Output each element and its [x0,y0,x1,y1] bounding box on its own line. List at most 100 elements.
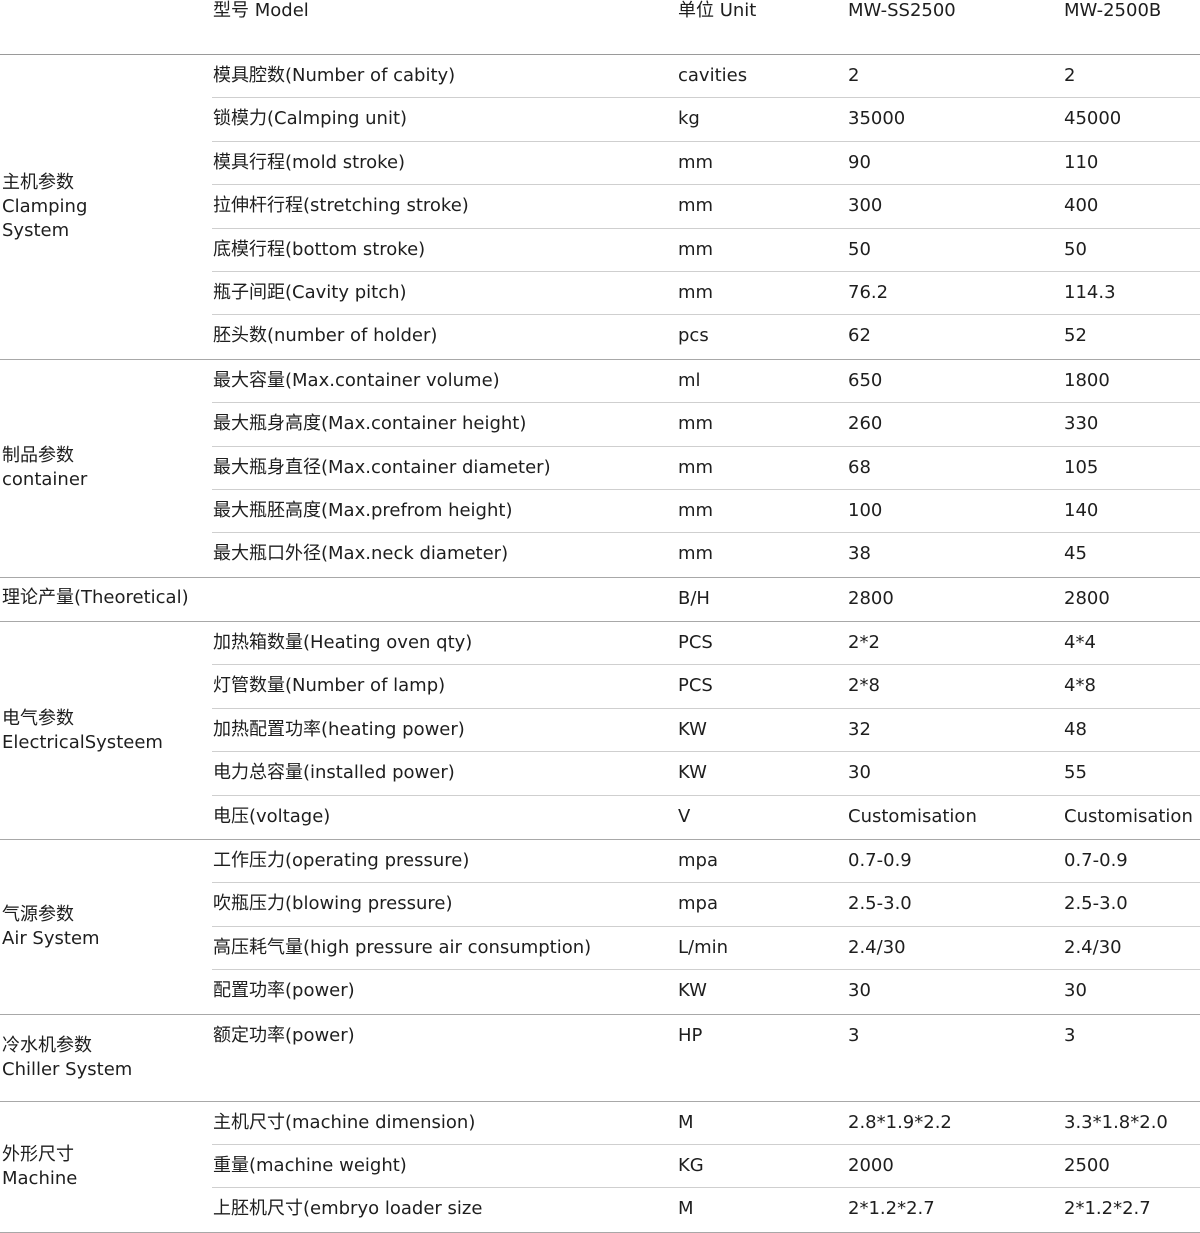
spec-group: 制品参数 container 最大容量(Max.container volume) m… [0,360,1200,578]
value-mw-2500b: 1800 [1064,369,1110,391]
value-mw-2500b: 400 [1064,195,1099,217]
value-mw-2500b: 55 [1064,762,1087,784]
param-name: 灯管数量(Number of lamp) [213,675,446,697]
unit-cell: KG [678,1154,704,1176]
value-mw-ss2500: 300 [848,195,883,217]
unit-cell: mm [678,238,714,260]
group-rows: B/H 2800 2800 [212,578,1200,621]
value-mw-ss2500: 38 [848,543,871,565]
table-row: 最大容量(Max.container volume) ml 650 1800 [212,360,1200,404]
unit-cell: mm [678,413,714,435]
value-mw-ss2500: 2.4/30 [848,936,906,958]
group-label-cn: 主机参数 [2,171,74,193]
table-row: 上胚机尺寸(embryo loader size M 2*1.2*2.7 2*1.2*… [212,1188,1200,1231]
group-label: 外形尺寸 Machine [0,1102,212,1232]
value-mw-2500b: 105 [1064,456,1099,478]
unit-cell: B/H [678,587,710,609]
table-row: 底模行程(bottom stroke) mm 50 50 [212,229,1200,272]
param-name: 配置功率(power) [213,980,355,1002]
param-name: 主机尺寸(machine dimension) [213,1111,476,1133]
value-mw-ss2500: 2*1.2*2.7 [848,1198,935,1220]
spec-group: 冷水机参数 Chiller System 额定功率(power) HP 3 3 [0,1015,1200,1102]
value-mw-2500b: 140 [1064,499,1099,521]
unit-cell: M [678,1198,694,1220]
group-label-en: Machine [2,1167,78,1189]
param-name: 底模行程(bottom stroke) [213,238,426,260]
value-mw-2500b: 2800 [1064,587,1110,609]
value-mw-2500b: Customisation [1064,805,1193,827]
value-mw-2500b: 2 [1064,65,1076,86]
header-col1: MW-SS2500 [848,0,956,21]
group-rows: 主机尺寸(machine dimension) M 2.8*1.9*2.2 3.3*1… [212,1102,1200,1232]
value-mw-2500b: 48 [1064,718,1087,740]
param-name: 电力总容量(installed power) [213,762,455,784]
unit-cell: ml [678,369,701,391]
value-mw-ss2500: 260 [848,413,883,435]
group-label: 主机参数 Clamping System [0,55,212,359]
unit-cell: mm [678,195,714,217]
group-label: 气源参数 Air System [0,840,212,1014]
unit-cell: mm [678,456,714,478]
unit-cell: M [678,1111,694,1133]
value-mw-2500b: 2.4/30 [1064,936,1122,958]
param-name: 上胚机尺寸(embryo loader size [213,1198,483,1220]
group-rows: 工作压力(operating pressure) mpa 0.7-0.9 0.7-0.… [212,840,1200,1014]
value-mw-ss2500: 30 [848,762,871,784]
value-mw-ss2500: 3 [848,1024,860,1046]
value-mw-2500b: 2500 [1064,1154,1110,1176]
value-mw-2500b: 3 [1064,1024,1076,1046]
group-label-cn: 电气参数 [2,707,74,729]
group-label: 理论产量(Theoretical) [0,578,189,610]
unit-cell: KW [678,718,707,740]
unit-cell: mm [678,281,714,303]
unit-cell: mm [678,543,714,565]
param-name: 高压耗气量(high pressure air consumption) [213,936,592,958]
param-name: 最大瓶身直径(Max.container diameter) [213,456,551,478]
value-mw-2500b: 45 [1064,543,1087,565]
unit-cell: mm [678,499,714,521]
table-row: 电力总容量(installed power) KW 30 55 [212,752,1200,796]
group-rows: 加热箱数量(Heating oven qty) PCS 2*2 4*4 灯管数量(Num… [212,622,1200,839]
table-row: 最大瓶身高度(Max.container height) mm 260 330 [212,403,1200,447]
value-mw-ss2500: 2 [848,65,860,86]
group-label: 制品参数 container [0,360,212,577]
table-row: 胚头数(number of holder) pcs 62 52 [212,315,1200,358]
value-mw-ss2500: 2.5-3.0 [848,893,912,915]
table-row: 灯管数量(Number of lamp) PCS 2*8 4*8 [212,665,1200,709]
value-mw-ss2500: 90 [848,151,871,173]
value-mw-ss2500: 2.8*1.9*2.2 [848,1111,952,1133]
group-label-en: container [2,469,88,491]
unit-cell: KW [678,762,707,784]
spec-group: 气源参数 Air System 工作压力(operating pressure) mp… [0,840,1200,1015]
value-mw-2500b: 45000 [1064,108,1122,130]
group-label-cn: 制品参数 [2,445,74,467]
header-model: 型号 Model [213,0,309,21]
header-unit: 单位 Unit [678,0,757,21]
table-row: 模具腔数(Number of cabity) cavities 2 2 [212,55,1200,99]
param-name: 工作压力(operating pressure) [213,850,470,872]
group-rows: 额定功率(power) HP 3 3 [212,1015,1200,1101]
table-row: 主机尺寸(machine dimension) M 2.8*1.9*2.2 3.3*1… [212,1102,1200,1145]
table-row: 模具行程(mold stroke) mm 90 110 [212,142,1200,186]
unit-cell: V [678,805,691,827]
group-label-en: Air System [2,927,100,949]
value-mw-ss2500: 0.7-0.9 [848,850,912,872]
unit-cell: mm [678,151,714,173]
table-row: 最大瓶胚高度(Max.prefrom height) mm 100 140 [212,490,1200,534]
param-name: 加热配置功率(heating power) [213,718,465,740]
group-rows: 最大容量(Max.container volume) ml 650 1800 最大瓶身高… [212,360,1200,577]
value-mw-ss2500: 35000 [848,108,906,130]
spec-group: 外形尺寸 Machine 主机尺寸(machine dimension) M 2.8*1… [0,1102,1200,1233]
table-row: 额定功率(power) HP 3 3 [212,1015,1200,1101]
param-name: 重量(machine weight) [213,1154,407,1176]
table-row: 工作压力(operating pressure) mpa 0.7-0.9 0.7-0.… [212,840,1200,884]
value-mw-ss2500: 50 [848,238,871,260]
param-name: 模具行程(mold stroke) [213,151,406,173]
param-name: 模具腔数(Number of cabity) [213,65,456,86]
unit-cell: cavities [678,65,748,86]
value-mw-2500b: 2*1.2*2.7 [1064,1198,1151,1220]
param-name: 最大容量(Max.container volume) [213,369,500,391]
param-name: 电压(voltage) [213,805,331,827]
unit-cell: mpa [678,850,718,872]
param-name: 加热箱数量(Heating oven qty) [213,632,473,654]
